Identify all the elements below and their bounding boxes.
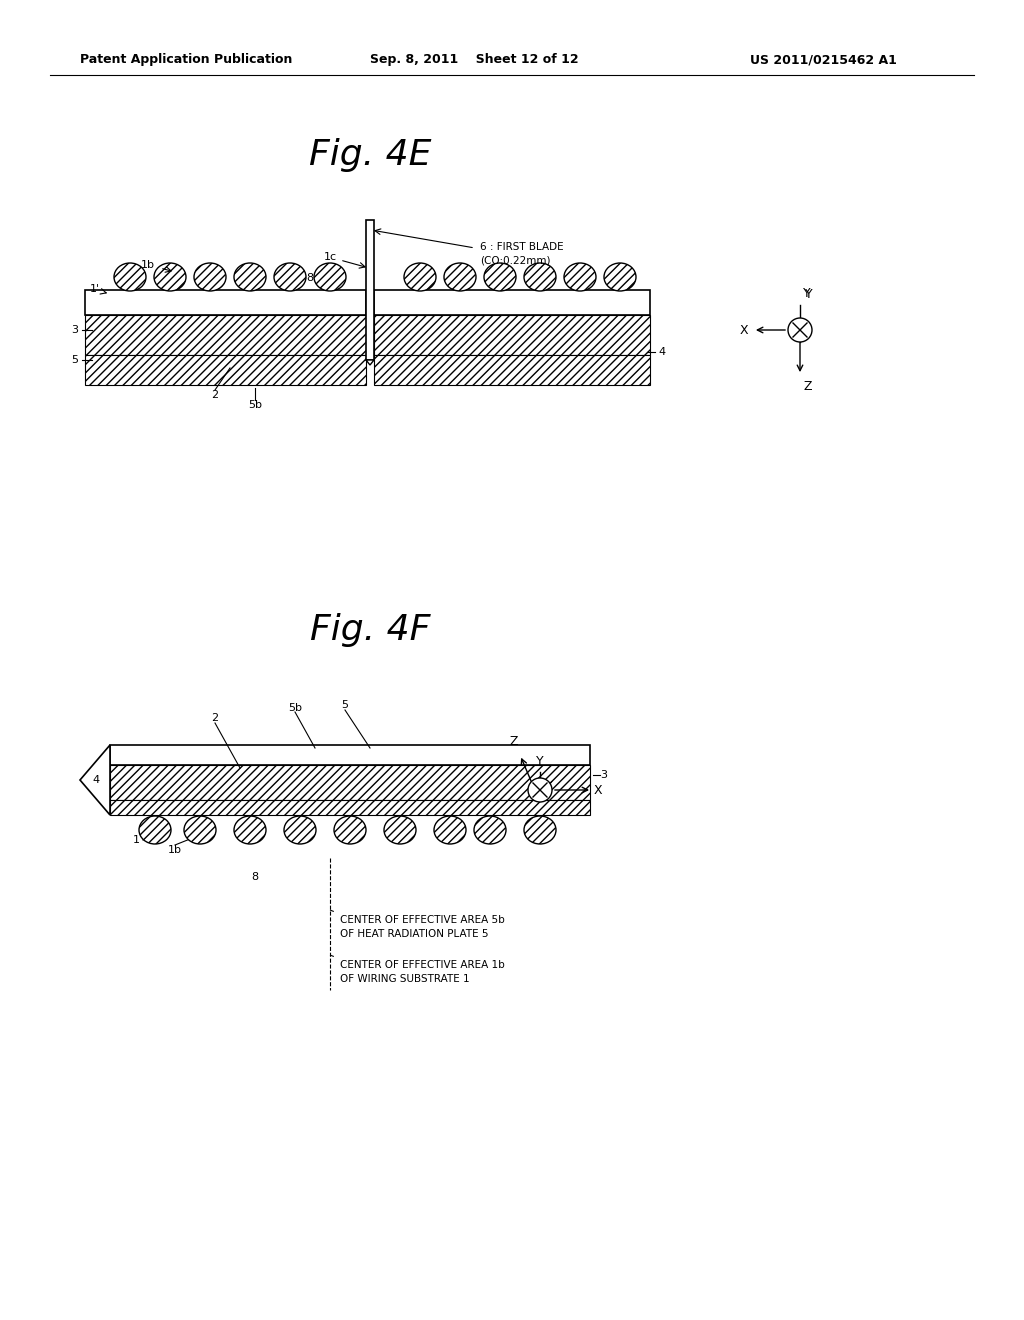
Bar	[110, 766, 590, 800]
Text: 5: 5	[341, 700, 348, 710]
Ellipse shape	[274, 263, 306, 290]
Bar	[110, 800, 590, 814]
Text: 5b: 5b	[288, 704, 302, 713]
Text: 1b: 1b	[141, 260, 155, 271]
Ellipse shape	[484, 263, 516, 290]
Text: 3: 3	[600, 770, 607, 780]
Ellipse shape	[444, 263, 476, 290]
Bar	[374, 315, 650, 355]
Bar	[85, 290, 366, 315]
Ellipse shape	[234, 263, 266, 290]
Ellipse shape	[434, 816, 466, 843]
Text: 1c: 1c	[324, 252, 337, 261]
Circle shape	[788, 318, 812, 342]
Bar	[374, 290, 650, 315]
Text: 5b: 5b	[248, 400, 262, 411]
Text: Sep. 8, 2011    Sheet 12 of 12: Sep. 8, 2011 Sheet 12 of 12	[370, 54, 579, 66]
Text: X: X	[594, 784, 603, 796]
Text: 4: 4	[658, 347, 666, 356]
Ellipse shape	[334, 816, 366, 843]
Text: 1b: 1b	[168, 845, 182, 855]
Text: CENTER OF EFFECTIVE AREA 5b
OF HEAT RADIATION PLATE 5: CENTER OF EFFECTIVE AREA 5b OF HEAT RADI…	[340, 915, 505, 939]
Text: Y: Y	[803, 286, 811, 300]
Bar	[374, 355, 650, 385]
Text: Patent Application Publication: Patent Application Publication	[80, 54, 293, 66]
Ellipse shape	[524, 263, 556, 290]
Ellipse shape	[139, 816, 171, 843]
Polygon shape	[80, 744, 110, 814]
Polygon shape	[366, 360, 374, 366]
Ellipse shape	[524, 816, 556, 843]
Text: Fig. 4E: Fig. 4E	[309, 139, 431, 172]
Text: Y: Y	[537, 755, 544, 768]
Circle shape	[528, 777, 552, 803]
Text: 4: 4	[93, 775, 100, 785]
Text: X: X	[739, 323, 748, 337]
Ellipse shape	[314, 263, 346, 290]
Text: 8: 8	[306, 273, 313, 282]
Text: CENTER OF EFFECTIVE AREA 1b
OF WIRING SUBSTRATE 1: CENTER OF EFFECTIVE AREA 1b OF WIRING SU…	[340, 960, 505, 983]
Text: Fig. 4F: Fig. 4F	[310, 612, 430, 647]
Ellipse shape	[194, 263, 226, 290]
Ellipse shape	[604, 263, 636, 290]
Ellipse shape	[154, 263, 186, 290]
Bar	[110, 744, 590, 766]
Ellipse shape	[384, 816, 416, 843]
Text: 1: 1	[133, 836, 140, 845]
Ellipse shape	[284, 816, 316, 843]
Text: US 2011/0215462 A1: US 2011/0215462 A1	[750, 54, 897, 66]
Bar	[85, 315, 366, 355]
Text: 3: 3	[71, 325, 78, 335]
Bar	[366, 220, 374, 360]
Ellipse shape	[234, 816, 266, 843]
Text: 6 : FIRST BLADE
(CO:0.22mm): 6 : FIRST BLADE (CO:0.22mm)	[480, 242, 563, 265]
Text: Y: Y	[805, 289, 813, 301]
Ellipse shape	[184, 816, 216, 843]
Bar	[85, 355, 366, 385]
Text: 5: 5	[71, 355, 78, 366]
Ellipse shape	[474, 816, 506, 843]
Ellipse shape	[114, 263, 146, 290]
Text: 1': 1'	[90, 284, 100, 294]
Text: Y: Y	[545, 780, 553, 793]
Ellipse shape	[404, 263, 436, 290]
Text: Z: Z	[510, 735, 518, 748]
Text: 8: 8	[252, 873, 259, 882]
Text: 2: 2	[211, 389, 218, 400]
Text: 2: 2	[211, 713, 218, 723]
Ellipse shape	[564, 263, 596, 290]
Text: Z: Z	[803, 380, 811, 393]
